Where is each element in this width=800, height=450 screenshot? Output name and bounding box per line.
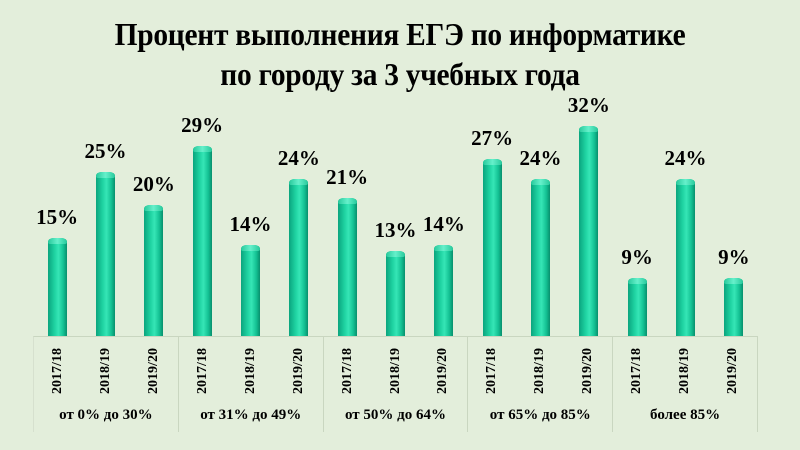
- bar: [241, 244, 260, 337]
- bar-value-label: 27%: [471, 125, 514, 150]
- bar-value-label: 9%: [621, 244, 653, 269]
- chart-title-line-1: Процент выполнения ЕГЭ по информатике: [114, 16, 686, 52]
- category-label: от 50% до 64%: [344, 407, 446, 423]
- category-group: 2017/18 2018/19 2019/20 от 50% до 64%: [324, 337, 469, 432]
- year-cell: 2019/20: [419, 337, 467, 405]
- year-label: 2017/18: [49, 348, 65, 394]
- bar-value-label: 29%: [181, 112, 224, 137]
- year-label: 2017/18: [484, 348, 500, 394]
- bar-value-label: 25%: [84, 139, 127, 163]
- chart-title: Процент выполнения ЕГЭ по информатике по…: [0, 14, 800, 94]
- year-cell: 2019/20: [564, 337, 612, 405]
- bar: [289, 178, 309, 337]
- bar-value-label: 14%: [422, 211, 465, 236]
- bar-value-label: 21%: [326, 165, 369, 190]
- year-cell: 2018/19: [372, 337, 420, 405]
- bar-value-label: 24%: [277, 145, 320, 170]
- category-label: более 85%: [650, 407, 721, 423]
- bar: [724, 277, 744, 337]
- bar: [96, 172, 115, 337]
- year-label: 2019/20: [435, 348, 451, 394]
- category-group: 2017/18 2018/19 2019/20 от 31% до 49%: [179, 337, 324, 432]
- bar: [192, 145, 212, 337]
- bar: [627, 277, 647, 337]
- bar-value-label: 20%: [132, 172, 175, 196]
- year-cell: 2019/20: [275, 337, 323, 405]
- year-labels: 2017/18 2018/19 2019/20: [179, 337, 323, 405]
- category-axis-table: 2017/18 2018/19 2019/20 от 0% до 30% 2017/18…: [33, 336, 758, 432]
- year-label: 2019/20: [290, 348, 306, 394]
- year-label: 2018/19: [387, 348, 403, 394]
- year-label: 2019/20: [725, 348, 741, 394]
- bar-value-label: 24%: [519, 145, 562, 170]
- year-label: 2018/19: [242, 348, 258, 394]
- year-cell: 2018/19: [661, 337, 709, 405]
- year-cell: 2018/19: [82, 337, 130, 405]
- year-cell: 2018/19: [516, 337, 564, 405]
- bar-value-label: 24%: [664, 145, 707, 170]
- bar: [579, 125, 599, 337]
- bar: [676, 178, 695, 337]
- year-cell: 2018/19: [227, 337, 275, 405]
- plot-area: 15% 25% 20% 29% 14% 24% 21% 13% 14% 27% 24% 32% 9% 24…: [33, 0, 758, 337]
- chart-title-line-2: по городу за 3 учебных года: [220, 56, 580, 92]
- year-label: 2018/19: [677, 348, 693, 394]
- bar: [144, 205, 164, 337]
- category-group: 2017/18 2018/19 2019/20 от 0% до 30%: [34, 337, 179, 432]
- bar: [386, 251, 405, 337]
- bar-value-label: 15%: [36, 205, 79, 229]
- year-label: 2018/19: [532, 348, 548, 394]
- year-labels: 2017/18 2018/19 2019/20: [613, 337, 757, 405]
- category-label: от 65% до 85%: [489, 407, 591, 423]
- year-cell: 2017/18: [34, 337, 82, 405]
- year-label: 2017/18: [194, 348, 210, 394]
- year-cell: 2019/20: [709, 337, 757, 405]
- year-label: 2017/18: [339, 348, 355, 394]
- bar: [482, 158, 502, 337]
- year-label: 2018/19: [97, 348, 113, 394]
- category-group: 2017/18 2018/19 2019/20 от 65% до 85%: [468, 337, 614, 432]
- category-label: от 31% до 49%: [200, 407, 302, 423]
- year-label: 2017/18: [629, 348, 645, 394]
- year-cell: 2017/18: [179, 337, 227, 405]
- year-cell: 2017/18: [468, 337, 516, 405]
- year-cell: 2019/20: [130, 337, 178, 405]
- bar: [434, 244, 454, 337]
- year-label: 2019/20: [145, 348, 161, 394]
- year-labels: 2017/18 2018/19 2019/20: [34, 337, 178, 405]
- year-labels: 2017/18 2018/19 2019/20: [324, 337, 468, 405]
- bar-value-label: 13%: [374, 218, 417, 243]
- year-cell: 2017/18: [324, 337, 372, 405]
- year-label: 2019/20: [580, 348, 596, 394]
- bar: [531, 178, 550, 337]
- bar-value-label: 9%: [718, 244, 750, 269]
- year-cell: 2017/18: [613, 337, 661, 405]
- year-labels: 2017/18 2018/19 2019/20: [468, 337, 612, 405]
- bar: [47, 238, 67, 337]
- bar-value-label: 32%: [567, 92, 610, 117]
- category-label: от 0% до 30%: [59, 407, 153, 423]
- bar-value-label: 14%: [229, 211, 272, 236]
- category-group: 2017/18 2018/19 2019/20 более 85%: [613, 337, 758, 432]
- bar: [337, 198, 357, 337]
